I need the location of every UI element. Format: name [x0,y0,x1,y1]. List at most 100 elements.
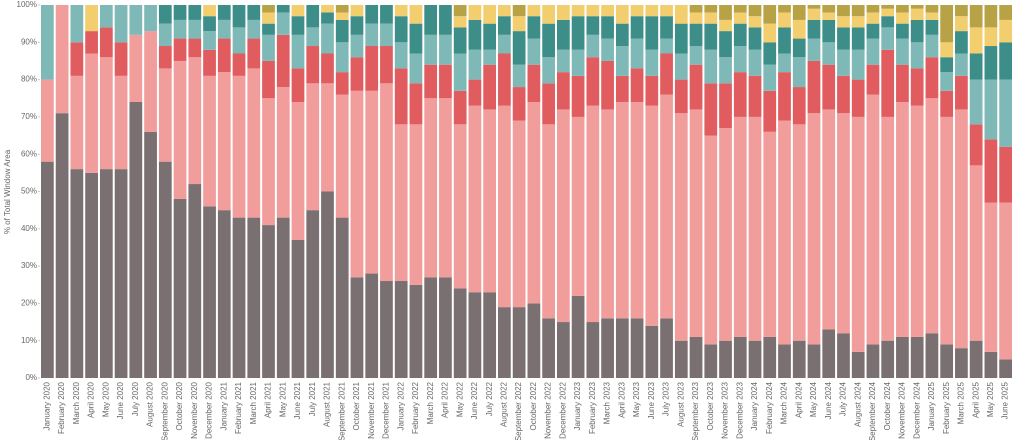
bar-segment [837,27,850,50]
bar-segment [822,42,836,65]
bar-segment [925,12,939,20]
bar-segment [365,90,379,274]
bar-segment [188,19,202,39]
bar-segment [778,27,791,54]
bar-segment [689,5,703,13]
bar-segment [365,23,379,47]
bar-segment [807,19,821,39]
bar-segment [409,83,423,125]
bar-segment [498,5,511,17]
bar-segment [822,19,836,43]
bar-segment [247,38,261,69]
bar-segment [792,5,806,20]
bar-segment [129,34,143,102]
bar-segment [733,336,747,378]
bar-segment [925,98,939,334]
bar-segment [247,217,261,378]
bar-segment [586,57,600,106]
bar-segment [276,217,290,378]
bar-segment [424,5,438,35]
bar-segment [615,101,629,319]
bar-segment [203,31,216,50]
bar-segment [807,5,821,9]
x-tick-label: October 2023 [706,381,715,430]
bar-segment [527,64,541,102]
bar-segment [984,79,998,140]
bar-segment [763,131,777,337]
bar-segment [955,53,968,76]
bar-segment [306,83,320,211]
bar-segment [188,57,202,185]
bar-segment [778,120,791,345]
bar-segment [556,72,570,110]
y-tick-label: 70% [21,112,37,121]
y-tick-label: 30% [21,261,37,270]
bar-segment [468,5,482,20]
x-tick-label: March 2024 [780,381,789,424]
bar-segment [203,75,216,207]
bar-segment [291,68,305,102]
bar-segment [394,68,408,125]
bar-segment [630,68,644,102]
bar-segment [955,109,968,349]
bar-segment [999,5,1012,20]
bar-segment [483,5,497,24]
bar-segment [689,12,703,24]
bar-segment [896,23,909,39]
bar-segment [483,23,497,50]
bar-segment [866,344,880,378]
bar-segment [85,172,98,378]
bar-segment [866,38,880,65]
bar-segment [262,225,275,378]
bar-segment [674,113,688,341]
bar-segment [999,359,1012,378]
bar-segment [778,12,791,28]
bar-segment [645,16,659,50]
bar-segment [335,19,349,43]
bar-segment [247,19,261,39]
bar-segment [276,87,290,218]
y-tick-label: 100% [17,0,37,9]
bar-segment [350,277,364,378]
bar-segment [350,34,364,58]
bar-segment [512,87,526,121]
bar-segment [910,68,924,106]
bar-segment [173,19,187,39]
bar-segment [748,116,762,341]
bar-segment [247,68,261,218]
bar-segment [439,277,452,378]
bar-segment [262,5,275,13]
x-tick-label: August 2022 [499,381,508,426]
bar-segment [542,57,555,84]
bar-segment [498,16,511,35]
bar-segment [645,325,659,378]
bar-segment [173,198,187,378]
bar-segment [822,64,836,110]
bar-segment [689,23,703,47]
bar-segment [262,34,275,61]
bar-segment [483,109,497,293]
bar-segment [512,31,526,65]
x-tick-label: January 2021 [219,381,228,430]
bar-segment [837,5,850,17]
y-tick-label: 40% [21,224,37,233]
bar-segment [763,5,777,24]
y-tick-label: 0% [25,373,37,382]
bar-segment [217,38,231,73]
bar-segment [748,75,762,117]
bar-segment [70,42,84,76]
bar-segment [217,19,231,39]
bar-segment [969,53,983,80]
bar-segment [881,5,895,9]
bar-segment [203,206,216,378]
bar-segment [188,38,202,58]
bar-segment [851,5,865,17]
bar-segment [866,5,880,13]
bar-segment [969,124,983,166]
bar-segment [910,42,924,69]
bar-segment [689,336,703,378]
bar-segment [114,75,128,170]
bar-segment [763,336,777,378]
bar-segment [763,90,777,132]
